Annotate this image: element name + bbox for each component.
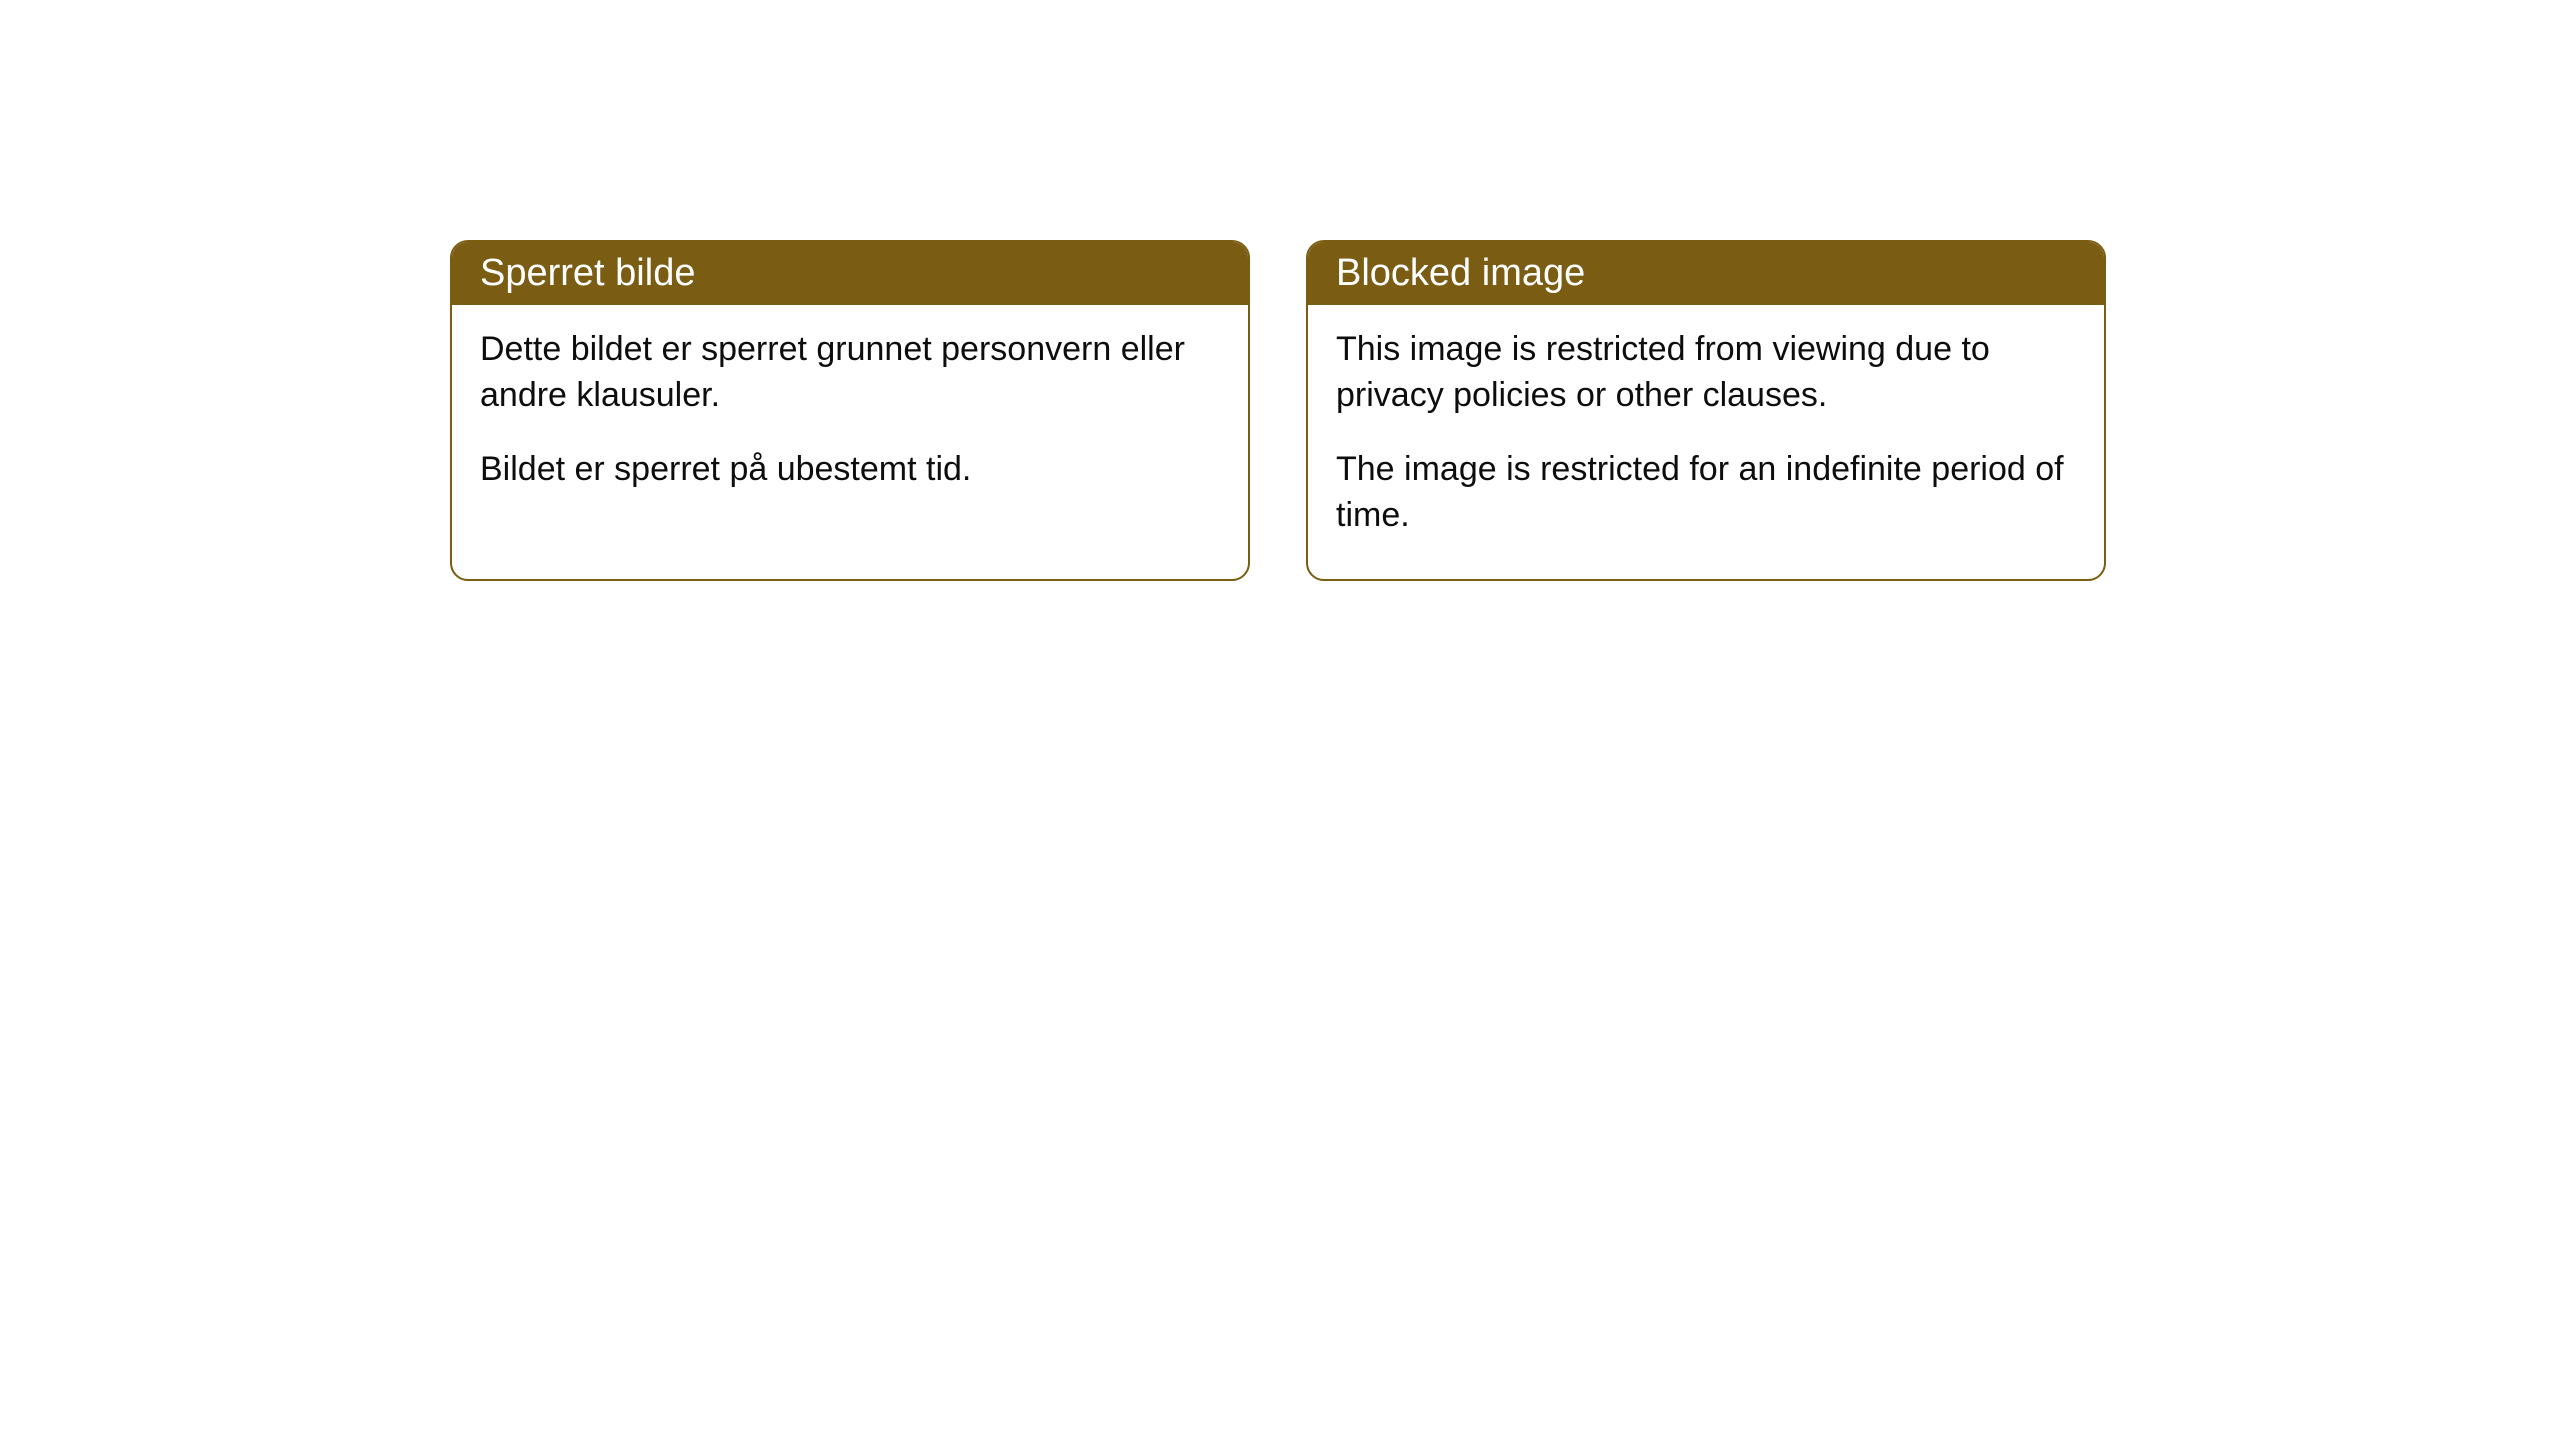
notice-card-english: Blocked image This image is restricted f… (1306, 240, 2106, 581)
notice-container: Sperret bilde Dette bildet er sperret gr… (0, 0, 2560, 581)
card-paragraph: Bildet er sperret på ubestemt tid. (480, 447, 1220, 493)
card-paragraph: The image is restricted for an indefinit… (1336, 447, 2076, 539)
card-paragraph: This image is restricted from viewing du… (1336, 327, 2076, 419)
card-header: Sperret bilde (452, 242, 1248, 305)
card-body: Dette bildet er sperret grunnet personve… (452, 305, 1248, 533)
card-paragraph: Dette bildet er sperret grunnet personve… (480, 327, 1220, 419)
notice-card-norwegian: Sperret bilde Dette bildet er sperret gr… (450, 240, 1250, 581)
card-header: Blocked image (1308, 242, 2104, 305)
card-body: This image is restricted from viewing du… (1308, 305, 2104, 579)
